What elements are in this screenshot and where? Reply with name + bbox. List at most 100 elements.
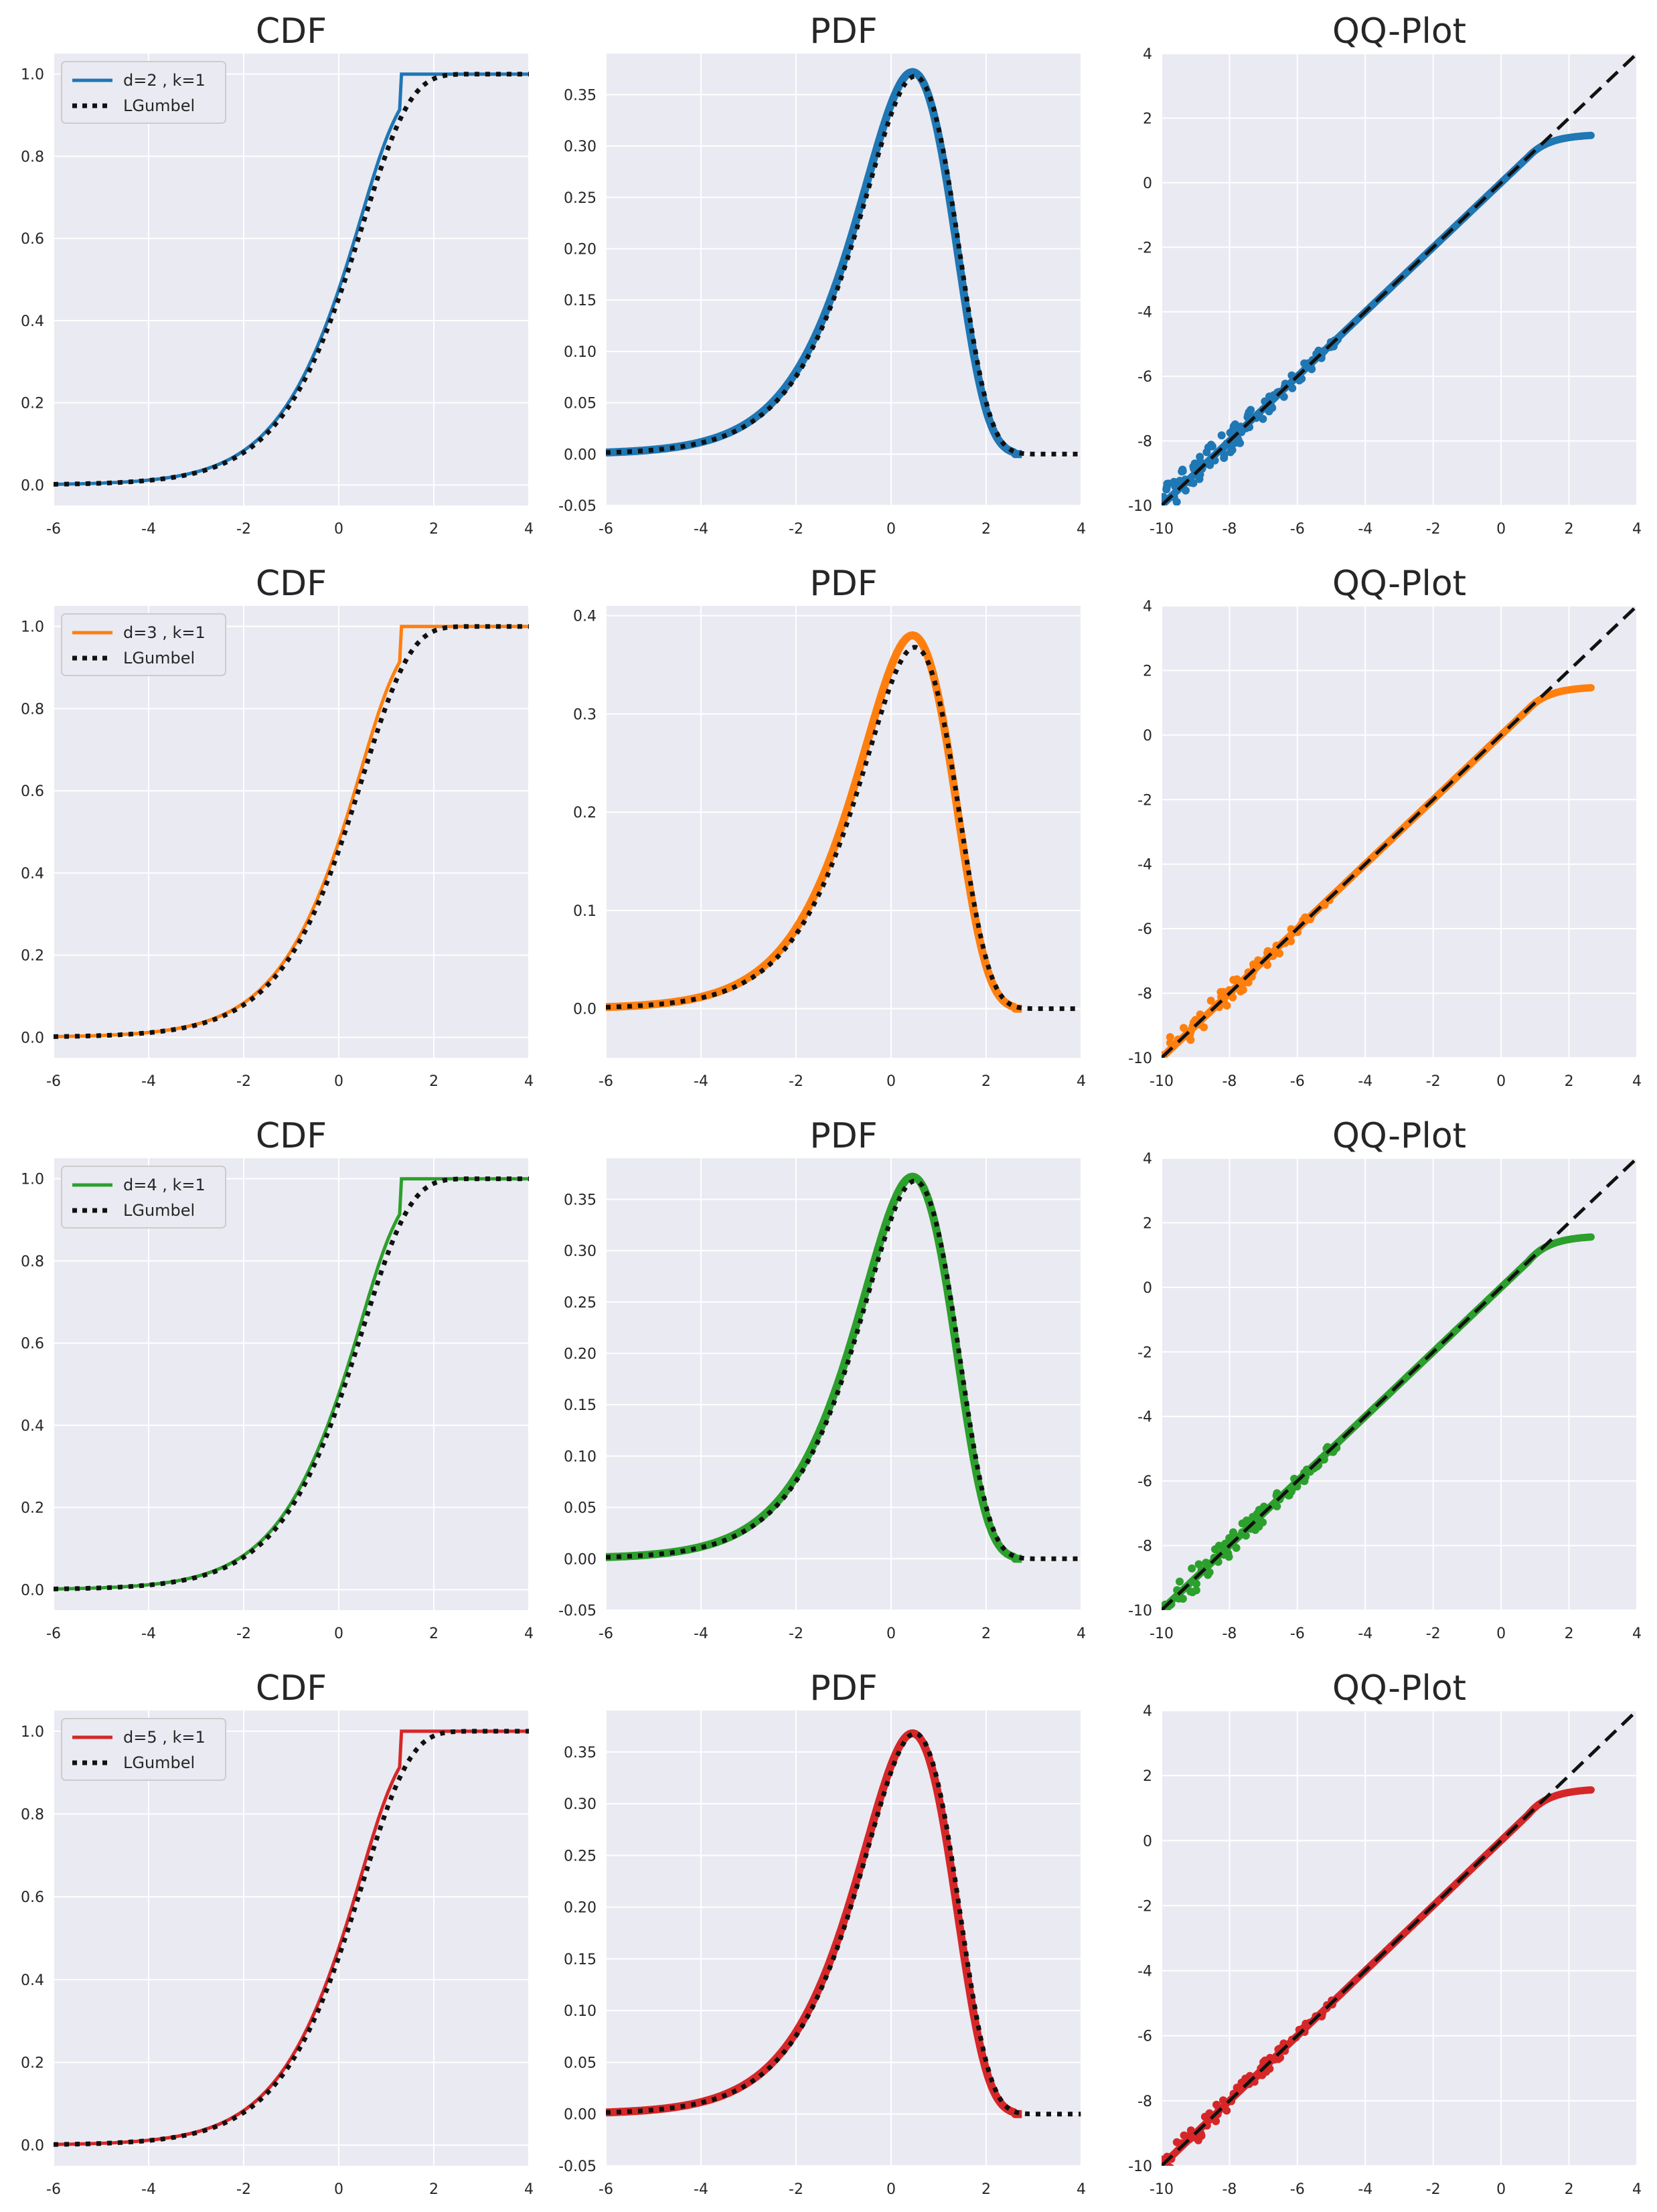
pdf-x-tick-label: -4 — [694, 1626, 708, 1642]
qq-title: QQ-Plot — [1332, 11, 1466, 52]
qq-y-tick-label: -2 — [1137, 240, 1152, 256]
cdf-legend: d=5 , k=1 LGumbel — [61, 1718, 226, 1781]
cdf-x-tick-label: 4 — [524, 1626, 534, 1642]
cdf-y-tick-label: 0.2 — [21, 2055, 44, 2071]
cdf-plot-area — [54, 54, 529, 505]
qq-y-tick-label: -6 — [1137, 369, 1152, 386]
pdf-y-tick-label: 0.35 — [564, 1745, 597, 1761]
pdf-panel: -6 -4 -2 0 2 4 0.0 0.1 0.2 0.3 0.4 PDF — [573, 564, 1086, 1090]
cdf-y-tick-label: 0.6 — [21, 1889, 44, 1906]
cdf-title: CDF — [256, 1116, 327, 1156]
row-3: -6 -4 -2 0 2 4 0.0 0.2 0.4 0.6 0.8 1.0 CDF d=4 , k=1 L… — [21, 1116, 1642, 1642]
qq-y-tick-label: -6 — [1137, 1474, 1152, 1490]
qq-title: QQ-Plot — [1332, 1116, 1466, 1156]
pdf-x-tick-label: 4 — [1077, 2181, 1086, 2198]
qq-point — [1206, 996, 1215, 1005]
qq-point — [1229, 993, 1237, 1002]
qq-point — [1172, 497, 1181, 505]
qq-y-tick-label: -6 — [1137, 921, 1152, 938]
pdf-x-tick-label: -4 — [694, 1073, 708, 1090]
cdf-x-tick-label: 0 — [334, 521, 343, 538]
cdf-y-tick-label: 1.0 — [21, 1172, 44, 1188]
legend-ref-label: LGumbel — [123, 96, 195, 115]
pdf-y-tick-label: 0.30 — [564, 139, 597, 155]
qq-x-tick-label: -8 — [1222, 521, 1237, 538]
qq-x-tick-label: -4 — [1358, 2181, 1372, 2198]
qq-y-tick-label: -8 — [1137, 434, 1152, 451]
qq-reference-line — [1162, 1711, 1637, 2166]
cdf-y-tick-label: 0.0 — [21, 477, 44, 494]
qq-y-tick-label: -4 — [1137, 1964, 1152, 1980]
qq-point — [1164, 509, 1172, 517]
legend-ref-label: LGumbel — [123, 1753, 195, 1772]
cdf-y-tick-label: 0.4 — [21, 1418, 44, 1435]
qq-point — [1300, 1477, 1309, 1486]
qq-point — [1192, 1579, 1200, 1588]
qq-x-tick-label: -10 — [1150, 1073, 1174, 1090]
legend-series-label: d=5 , k=1 — [123, 1728, 206, 1747]
qq-point — [1164, 513, 1172, 521]
pdf-y-tick-label: -0.05 — [558, 1603, 597, 1620]
qq-point — [1166, 1033, 1174, 1042]
qq-x-tick-label: -8 — [1222, 1626, 1237, 1642]
cdf-title: CDF — [256, 11, 327, 52]
qq-point — [1176, 1577, 1184, 1586]
cdf-x-tick-label: -6 — [46, 1626, 61, 1642]
qq-point — [1162, 485, 1171, 493]
qq-point — [1196, 1010, 1204, 1019]
qq-y-tick-label: -10 — [1128, 498, 1152, 515]
qq-y-tick-label: 4 — [1143, 46, 1152, 63]
qq-point — [1225, 1553, 1233, 1561]
cdf-x-tick-label: -4 — [141, 2181, 156, 2198]
pdf-title: PDF — [809, 11, 877, 52]
qq-point — [1186, 2126, 1195, 2135]
qq-point — [1217, 431, 1226, 440]
cdf-legend: d=2 , k=1 LGumbel — [61, 61, 226, 124]
pdf-y-tick-label: 0.15 — [564, 1397, 597, 1414]
cdf-plot-area — [54, 1158, 529, 1610]
cdf-y-tick-label: 1.0 — [21, 619, 44, 636]
qq-point — [1304, 915, 1312, 923]
pdf-lgumbel-line — [606, 645, 1081, 1012]
cdf-y-tick-label: 0.6 — [21, 783, 44, 800]
pdf-y-tick-label: 0.1 — [573, 903, 597, 920]
pdf-y-tick-label: 0.10 — [564, 2003, 597, 2020]
qq-x-tick-label: 2 — [1565, 1626, 1574, 1642]
qq-point — [1231, 420, 1239, 428]
pdf-lgumbel-line — [606, 1178, 1081, 1561]
pdf-lgumbel-line — [606, 1731, 1081, 2117]
qq-y-tick-label: -2 — [1137, 1344, 1152, 1361]
pdf-y-tick-label: 0.25 — [564, 1295, 597, 1312]
cdf-y-tick-label: 0.8 — [21, 1253, 44, 1270]
cdf-lgumbel-line — [54, 1729, 529, 2147]
legend-ref-label: LGumbel — [123, 649, 195, 667]
qq-point — [1202, 448, 1211, 457]
pdf-panel: -6 -4 -2 0 2 4 -0.05 0.00 0.05 0.10 0.15 0.20 0.25 0.… — [558, 1668, 1086, 2198]
pdf-y-tick-label: 0.20 — [564, 1900, 597, 1917]
qq-point — [1232, 1544, 1241, 1552]
qq-x-tick-label: -8 — [1222, 1073, 1237, 1090]
pdf-lgumbel-line — [606, 74, 1081, 457]
qq-x-tick-label: -2 — [1426, 521, 1441, 538]
qq-y-tick-label: -2 — [1137, 792, 1152, 809]
qq-y-tick-label: -6 — [1137, 2029, 1152, 2045]
cdf-x-tick-label: 2 — [429, 1626, 439, 1642]
pdf-y-tick-label: 0.3 — [573, 706, 597, 723]
qq-point — [1219, 2096, 1227, 2105]
qq-reference-line — [1162, 606, 1637, 1058]
cdf-y-tick-label: 0.0 — [21, 2138, 44, 2154]
qq-point — [1255, 1522, 1263, 1531]
qq-x-tick-label: -6 — [1290, 2181, 1305, 2198]
pdf-y-tick-label: 0.05 — [564, 1500, 597, 1517]
cdf-y-tick-label: 1.0 — [21, 67, 44, 84]
qq-point — [1182, 486, 1190, 495]
pdf-y-tick-label: 0.25 — [564, 1848, 597, 1865]
qq-point — [1254, 412, 1263, 421]
pdf-y-tick-label: 0.2 — [573, 805, 597, 821]
pdf-empirical-line — [606, 1172, 1025, 1563]
pdf-plot-area — [606, 1158, 1081, 1610]
cdf-x-tick-label: -2 — [236, 1073, 251, 1090]
qq-x-tick-label: -6 — [1290, 1073, 1305, 1090]
qq-point — [1186, 1587, 1195, 1596]
cdf-legend: d=3 , k=1 LGumbel — [61, 613, 226, 676]
